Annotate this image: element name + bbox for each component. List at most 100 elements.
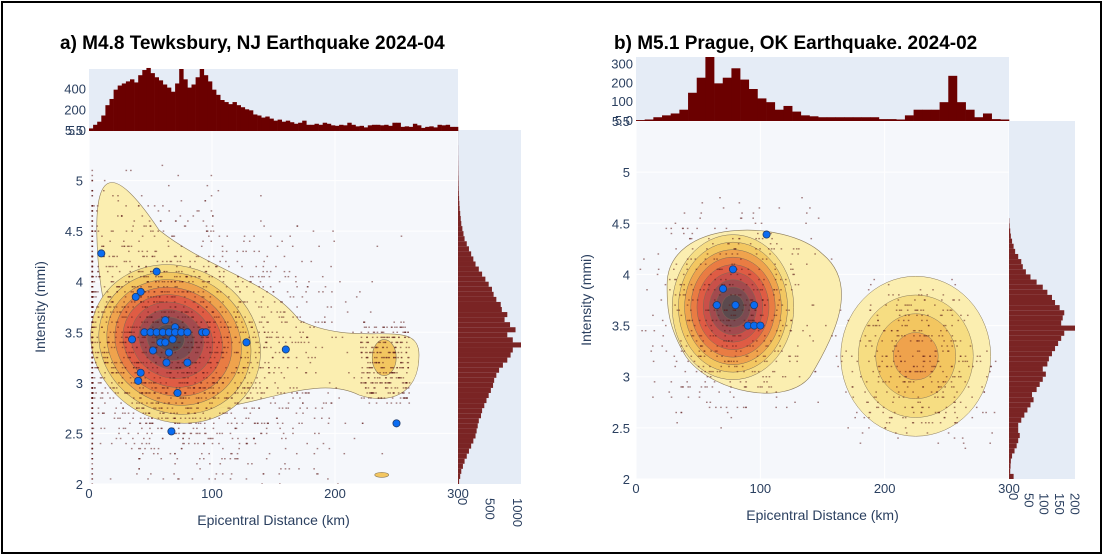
- observation-dot: [218, 417, 221, 419]
- observation-dot: [226, 321, 229, 323]
- observation-dot: [131, 402, 134, 404]
- observation-dot: [110, 346, 113, 349]
- observation-dot: [274, 351, 277, 354]
- observation-dot: [182, 397, 185, 399]
- observation-dot: [97, 275, 100, 278]
- observation-dot: [775, 406, 777, 409]
- observation-dot: [964, 381, 967, 383]
- observation-dot: [163, 270, 166, 273]
- observation-dot: [375, 361, 378, 364]
- observation-dot: [919, 401, 921, 403]
- observation-dot: [109, 331, 112, 333]
- observation-dot: [364, 351, 367, 354]
- observation-dot: [258, 250, 260, 253]
- observation-dot: [718, 391, 720, 393]
- observation-dot: [95, 326, 97, 328]
- observation-dot: [690, 329, 693, 332]
- observation-dot: [145, 265, 147, 268]
- observation-dot: [204, 427, 206, 430]
- observation-dot: [656, 273, 659, 276]
- station-point: [161, 338, 170, 347]
- top-histogram-bar: [974, 117, 984, 121]
- observation-dot: [91, 291, 94, 293]
- observation-dot: [247, 361, 249, 364]
- observation-dot: [314, 321, 317, 323]
- observation-dot: [904, 416, 907, 419]
- right-histogram-tick: 100: [1037, 493, 1052, 515]
- observation-dot: [169, 452, 172, 455]
- observation-dot: [967, 365, 970, 368]
- observation-dot: [122, 427, 125, 430]
- observation-dot: [719, 197, 721, 199]
- observation-dot: [845, 391, 847, 393]
- observation-dot: [139, 316, 141, 318]
- top-histogram-bar: [281, 121, 287, 131]
- observation-dot: [166, 270, 168, 273]
- observation-dot: [876, 350, 879, 352]
- top-histogram-bar: [956, 102, 966, 121]
- observation-dot: [121, 412, 124, 414]
- right-histogram-bar: [1009, 376, 1043, 382]
- observation-dot: [301, 260, 303, 263]
- observation-dot: [252, 387, 255, 389]
- observation-dot: [986, 350, 988, 352]
- observation-dot: [954, 340, 957, 342]
- observation-dot: [767, 248, 770, 250]
- observation-dot: [910, 304, 912, 306]
- observation-dot: [868, 340, 870, 342]
- observation-dot: [942, 294, 945, 296]
- observation-dot: [692, 299, 694, 301]
- observation-dot: [404, 397, 407, 399]
- observation-dot: [741, 212, 743, 214]
- station-point: [167, 427, 176, 436]
- observation-dot: [151, 402, 154, 404]
- observation-dot: [191, 361, 194, 364]
- observation-dot: [200, 397, 203, 399]
- observation-dot: [825, 324, 827, 327]
- observation-dot: [151, 417, 153, 419]
- observation-dot: [941, 335, 944, 337]
- observation-dot: [719, 370, 721, 373]
- top-histogram-bar: [302, 120, 307, 131]
- observation-dot: [117, 215, 119, 217]
- right-histogram-bar: [458, 210, 461, 216]
- observation-dot: [915, 370, 918, 373]
- observation-dot: [174, 286, 177, 288]
- observation-dot: [785, 324, 788, 327]
- observation-dot: [283, 311, 286, 313]
- observation-dot: [212, 422, 215, 425]
- observation-dot: [265, 336, 268, 339]
- observation-dot: [222, 301, 224, 303]
- observation-dot: [348, 372, 350, 374]
- observation-dot: [906, 386, 909, 388]
- right-histogram-bar: [1009, 340, 1059, 347]
- observation-dot: [121, 286, 123, 288]
- observation-dot: [386, 387, 389, 389]
- observation-dot: [757, 329, 760, 332]
- observation-dot: [142, 270, 144, 273]
- observation-dot: [706, 248, 708, 250]
- observation-dot: [286, 356, 289, 359]
- observation-dot: [110, 366, 113, 369]
- observation-dot: [374, 346, 377, 349]
- right-histogram-bar: [1009, 397, 1034, 403]
- observation-dot: [938, 335, 940, 337]
- observation-dot: [380, 356, 383, 359]
- observation-dot: [166, 260, 168, 263]
- observation-dot: [777, 304, 779, 306]
- observation-dot: [244, 301, 246, 303]
- right-histogram-bar: [458, 443, 472, 449]
- observation-dot: [381, 366, 383, 369]
- observation-dot: [200, 382, 203, 384]
- observation-dot: [376, 331, 379, 333]
- observation-dot: [142, 275, 145, 278]
- observation-dot: [201, 296, 204, 298]
- observation-dot: [227, 341, 230, 344]
- observation-dot: [215, 316, 218, 318]
- observation-dot: [157, 286, 160, 288]
- observation-dot: [192, 326, 195, 328]
- observation-dot: [240, 356, 242, 359]
- observation-dot: [184, 417, 187, 419]
- observation-dot: [189, 265, 192, 268]
- observation-dot: [219, 306, 222, 308]
